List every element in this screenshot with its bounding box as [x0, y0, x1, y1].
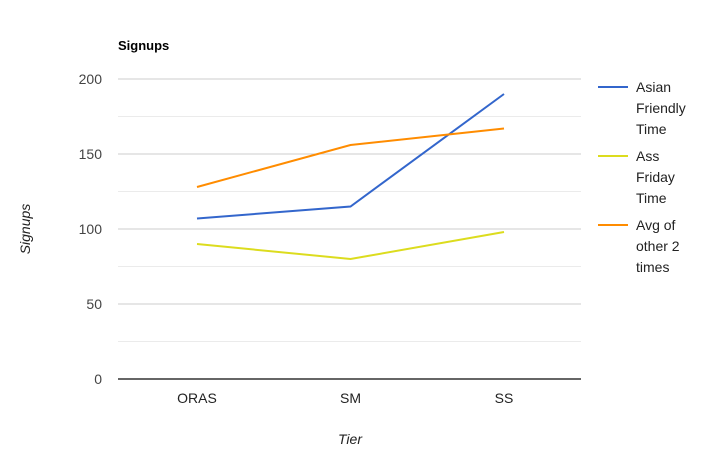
- legend-label: Avg of: [636, 217, 676, 233]
- legend-label: Time: [636, 121, 667, 137]
- chart-title: Signups: [118, 38, 169, 53]
- x-tick-label: SS: [495, 390, 514, 406]
- legend-label: Friendly: [636, 100, 686, 116]
- x-tick-label: SM: [340, 390, 361, 406]
- y-axis-label: Signups: [17, 204, 33, 255]
- series-line: [196, 231, 505, 261]
- legend-item[interactable]: Ass Friday Time: [598, 148, 675, 206]
- y-tick-label: 50: [86, 296, 102, 312]
- series-line: [196, 127, 505, 188]
- series-line: [196, 93, 505, 220]
- y-tick-label: 150: [79, 146, 103, 162]
- y-tick-label: 200: [79, 71, 103, 87]
- legend-label: other 2: [636, 238, 680, 254]
- legend-label: times: [636, 259, 669, 275]
- legend-label: Time: [636, 190, 667, 206]
- x-tick-label: ORAS: [177, 390, 217, 406]
- y-tick-label: 0: [94, 371, 102, 387]
- legend-label: Ass: [636, 148, 659, 164]
- legend-item[interactable]: Asian Friendly Time: [598, 79, 686, 137]
- legend-label: Friday: [636, 169, 675, 185]
- x-axis-label: Tier: [338, 431, 363, 447]
- legend-label: Asian: [636, 79, 671, 95]
- y-tick-label: 100: [79, 221, 103, 237]
- legend-item[interactable]: Avg of other 2 times: [598, 217, 680, 275]
